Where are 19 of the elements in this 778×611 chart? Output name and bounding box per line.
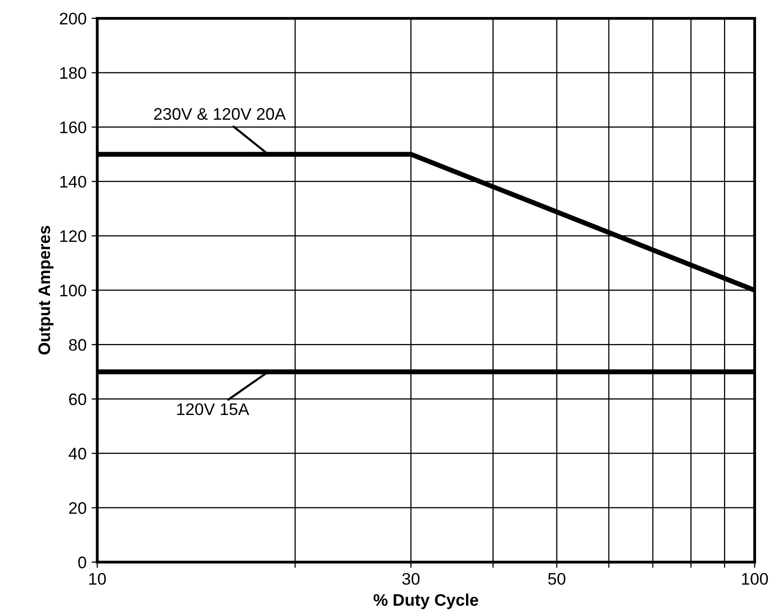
y-tick-label: 20: [69, 502, 86, 514]
y-tick-label: 200: [60, 12, 86, 25]
text: 230V & 120V 20A: [154, 108, 286, 120]
x-tick-label: 50: [548, 572, 566, 585]
y-tick-label: 120: [60, 230, 86, 242]
x-tick-label: 10: [89, 572, 106, 585]
x-tick-label: 100: [742, 572, 768, 585]
y-tick-label: 140: [60, 176, 86, 188]
y-tick-label: 100: [60, 284, 86, 296]
y-tick-label: 0: [78, 556, 86, 568]
y-tick-label: 180: [60, 67, 86, 79]
x-tick-label: 30: [402, 572, 420, 585]
x-axis-title: % Duty Cycle: [374, 594, 478, 610]
y-tick-label: 60: [69, 393, 86, 406]
y-tick-label: 40: [68, 448, 86, 460]
legend-label: 120V 15A: [177, 403, 250, 416]
y-tick-label: 160: [60, 121, 86, 134]
y-axis-title: Output Amperes: [38, 226, 54, 355]
y-tick-label: 80: [69, 339, 86, 351]
